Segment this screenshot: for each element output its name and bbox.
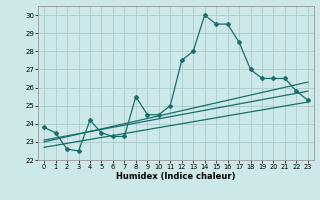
X-axis label: Humidex (Indice chaleur): Humidex (Indice chaleur) <box>116 172 236 181</box>
